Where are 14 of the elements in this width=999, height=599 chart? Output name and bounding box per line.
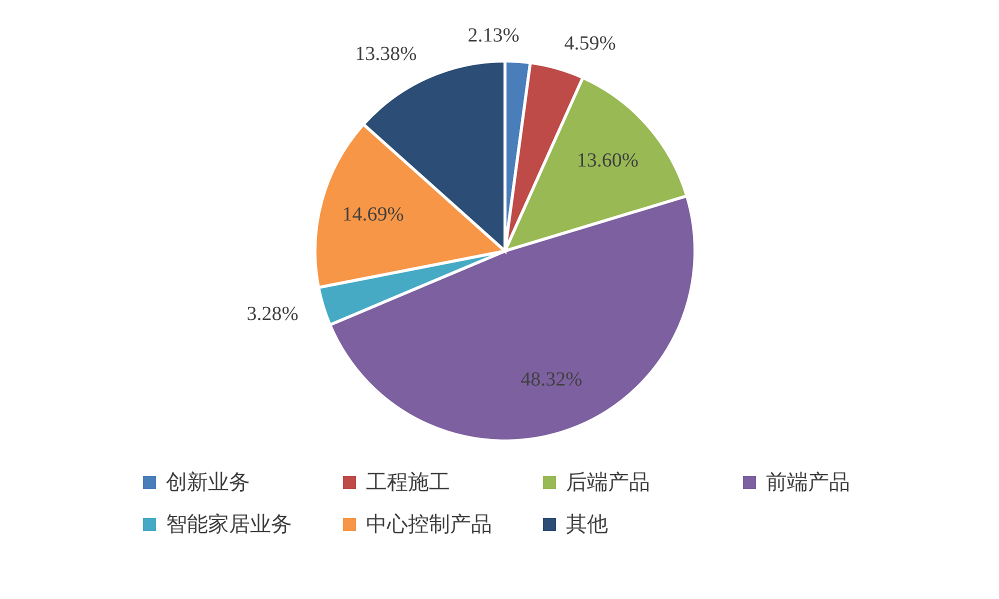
data-label: 2.13% [468,24,520,46]
legend-label: 中心控制产品 [366,511,492,538]
legend-label: 前端产品 [766,469,850,496]
legend-label: 智能家居业务 [166,511,292,538]
data-label: 4.59% [564,32,616,54]
legend-label: 创新业务 [166,469,250,496]
data-label: 14.69% [342,204,404,226]
data-label: 13.38% [355,42,417,65]
data-label: 3.28% [246,303,298,326]
legend-label: 后端产品 [566,469,650,496]
legend-label: 工程施工 [366,469,450,496]
legend-label: 其他 [566,511,608,538]
data-label: 13.60% [576,150,639,172]
data-label: 48.32% [520,368,582,391]
